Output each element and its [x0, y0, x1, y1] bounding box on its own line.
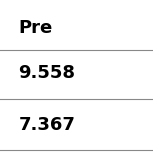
Text: 9.558: 9.558 — [18, 64, 75, 82]
Text: 7.367: 7.367 — [18, 116, 75, 134]
Text: Pre: Pre — [18, 19, 53, 37]
